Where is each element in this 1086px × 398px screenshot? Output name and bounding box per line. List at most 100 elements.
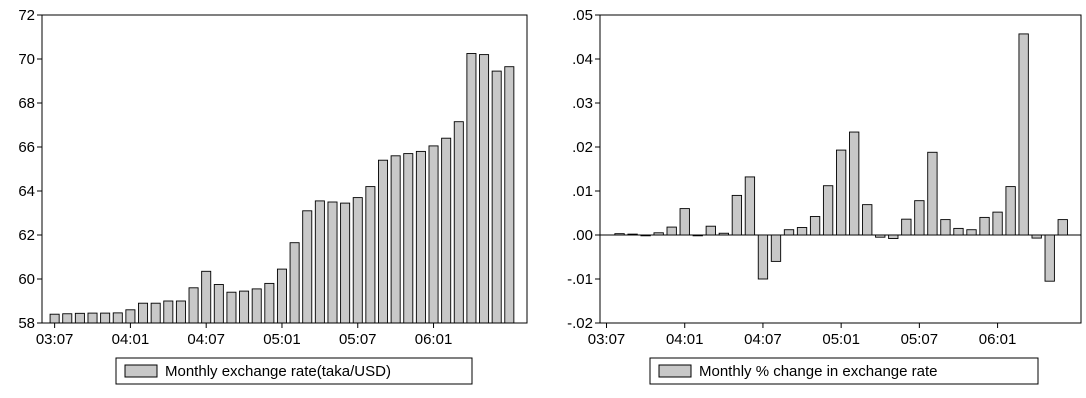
bar: [441, 137, 452, 324]
bar: [138, 302, 149, 324]
y-tick-label: .00: [572, 227, 593, 244]
bar: [327, 201, 338, 324]
bar: [340, 202, 351, 324]
bar: [744, 176, 756, 236]
bar: [979, 216, 990, 236]
bar: [314, 200, 325, 324]
bar: [927, 151, 938, 236]
x-tick-label: 05:01: [822, 331, 860, 348]
bar: [226, 291, 237, 324]
bar: [1057, 219, 1068, 236]
bar: [666, 226, 677, 236]
legend: Monthly % change in exchange rate: [649, 357, 1039, 385]
y-tick-label: -.02: [567, 315, 593, 332]
bar: [862, 204, 873, 236]
exchange-rate-chart: 58 60 62 64 66 68 70 72 03:07 04:01 04:07 05:01 05:0…: [18, 7, 528, 385]
bar: [378, 159, 389, 324]
bar: [836, 149, 847, 236]
bar: [302, 210, 313, 324]
bar: [953, 227, 964, 236]
bar: [849, 131, 860, 236]
bar: [188, 287, 199, 324]
x-tick-label: 05:01: [263, 331, 301, 348]
y-tick-label: 70: [18, 51, 35, 68]
bar: [163, 300, 174, 324]
bar: [491, 70, 502, 324]
bar: [1031, 234, 1042, 239]
bar: [453, 121, 464, 324]
y-tick-label: 68: [18, 95, 35, 112]
bar: [914, 200, 925, 236]
bar: [390, 155, 401, 324]
bar: [264, 282, 275, 324]
x-tick-label: 03:07: [588, 331, 626, 348]
x-tick-label: 04:07: [744, 331, 782, 348]
bar: [352, 197, 363, 324]
bar: [112, 312, 123, 324]
bar: [479, 54, 490, 324]
bar: [403, 153, 414, 324]
bar: [692, 234, 703, 237]
plot-frame: [41, 14, 528, 324]
bar: [822, 185, 834, 236]
bar: [940, 219, 951, 236]
y-tick-label: -.01: [567, 271, 593, 288]
bar: [770, 234, 782, 262]
bar: [757, 234, 769, 280]
percent-change-chart: -.02 -.01 .00 .01 .02 .03 .04 .05 03:07 04:01 04:0…: [567, 7, 1082, 385]
bar: [614, 233, 625, 236]
legend-label: Monthly % change in exchange rate: [699, 363, 937, 380]
bar: [49, 313, 60, 324]
legend-swatch: [124, 364, 158, 378]
bar: [100, 312, 111, 324]
y-tick-label: 72: [18, 7, 35, 24]
y-tick-label: 64: [18, 183, 35, 200]
x-tick-label: 04:01: [666, 331, 704, 348]
bar: [175, 300, 186, 324]
bar: [731, 194, 743, 236]
y-tick-label: .02: [572, 139, 593, 156]
bar: [966, 229, 977, 236]
bar: [783, 229, 795, 236]
bar: [466, 53, 477, 324]
bar: [901, 218, 912, 236]
bar: [251, 288, 262, 324]
bar: [276, 268, 287, 324]
bar: [62, 313, 73, 324]
y-tick-label: 60: [18, 271, 35, 288]
y-tick-label: 62: [18, 227, 35, 244]
legend-swatch: [658, 364, 692, 378]
bar: [504, 66, 515, 324]
x-tick-label: 06:01: [979, 331, 1017, 348]
bar: [1018, 33, 1029, 236]
legend-label: Monthly exchange rate(taka/USD): [165, 363, 391, 380]
x-tick-label: 04:07: [187, 331, 225, 348]
plot-frame: [599, 14, 1082, 324]
bar: [365, 186, 376, 324]
bar: [150, 302, 161, 324]
legend: Monthly exchange rate(taka/USD): [115, 357, 473, 385]
bar: [201, 270, 212, 324]
x-tick-label: 06:01: [415, 331, 453, 348]
bar: [640, 234, 651, 237]
x-tick-label: 03:07: [36, 331, 74, 348]
bar: [415, 150, 426, 324]
y-tick-label: .04: [572, 51, 593, 68]
y-tick-label: .05: [572, 7, 593, 24]
bar: [992, 211, 1003, 236]
bar: [875, 234, 886, 238]
x-tick-label: 05:07: [901, 331, 939, 348]
legend-box: [115, 357, 473, 385]
bar: [213, 284, 224, 324]
bar: [289, 242, 300, 324]
bar: [627, 233, 638, 236]
bar: [809, 216, 821, 236]
bar: [705, 225, 716, 236]
bar: [888, 234, 899, 239]
legend-box: [649, 357, 1039, 385]
y-tick-label: .01: [572, 183, 593, 200]
bar: [653, 232, 664, 236]
bar: [74, 312, 85, 324]
bar: [718, 232, 729, 236]
